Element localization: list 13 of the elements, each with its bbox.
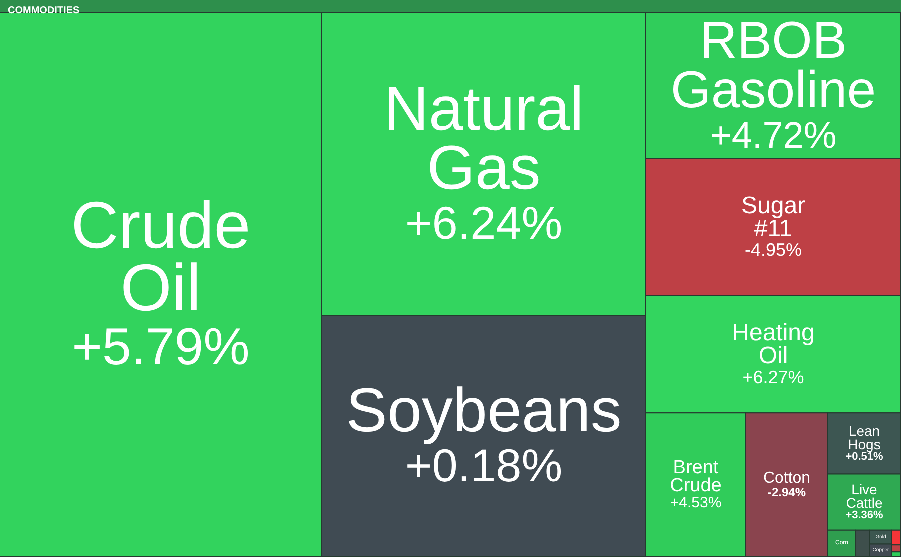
data-label: +3.36% xyxy=(846,510,884,522)
category-label: Sugar #11 xyxy=(741,192,806,242)
data-label: +6.27% xyxy=(742,367,804,388)
category-label: Cotton xyxy=(763,470,811,487)
category-label: Brent Crude xyxy=(670,457,722,496)
category-label: Live Cattle xyxy=(846,482,883,511)
data-label: -2.94% xyxy=(768,486,806,500)
category-label: Lean Hogs xyxy=(848,422,881,452)
category-label: Heating Oil xyxy=(732,320,815,370)
data-label: +4.53% xyxy=(670,494,722,512)
data-label: +0.51% xyxy=(846,450,884,463)
text: COMMODITIES xyxy=(8,6,80,16)
data-label: -4.95% xyxy=(744,240,802,260)
